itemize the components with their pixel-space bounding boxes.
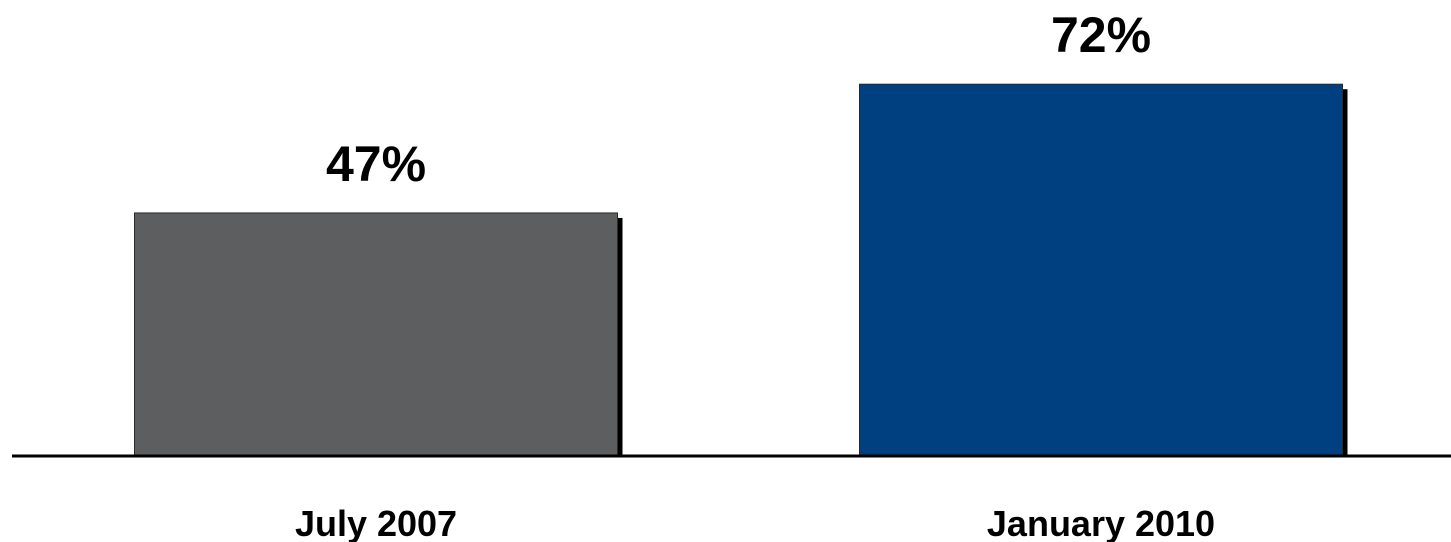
category-label-1: July 2007 <box>295 503 457 542</box>
labels-group: 47% July 2007 72% January 2010 <box>295 7 1215 542</box>
data-label-2: 72% <box>1051 7 1151 63</box>
category-label-2: January 2010 <box>987 503 1215 542</box>
bar-2 <box>859 83 1343 456</box>
bars-group <box>134 83 1348 456</box>
bar-1 <box>134 212 618 456</box>
data-label-1: 47% <box>326 136 426 192</box>
